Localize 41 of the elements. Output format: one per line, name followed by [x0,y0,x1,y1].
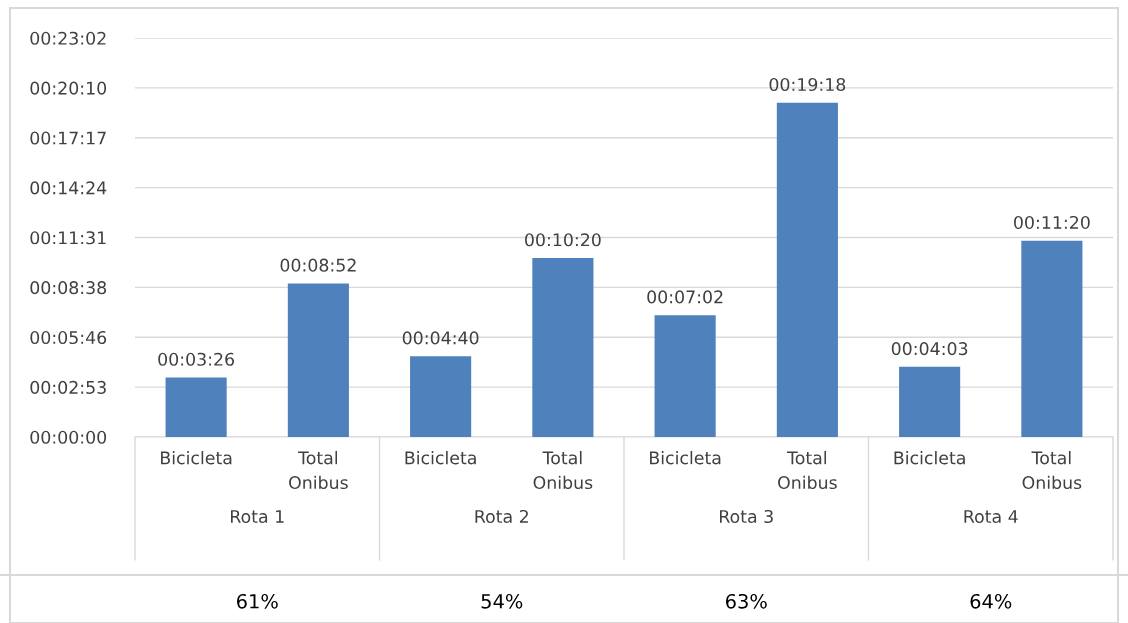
x-tick-label: Total Onibus [533,450,593,490]
text: Rota 2 [475,509,528,524]
y-tick-label: 00:17:17 [30,131,106,145]
y-tick-label: 00:23:02 [30,31,106,45]
bar [776,102,838,437]
x-tick-label: Total Onibus [1022,450,1082,490]
bar [287,283,349,437]
text: 54% [481,593,523,609]
bar [1021,240,1083,437]
bar [532,258,594,437]
y-tick-label: 00:08:38 [30,281,107,295]
y-tick-label: 00:20:10 [30,81,107,95]
x-tick-label: Bicicleta [405,450,476,465]
text: 63% [726,593,767,609]
y-tick-label: 00:02:53 [30,380,106,394]
x-tick-label: Total Onibus [778,450,837,490]
y-tick-label: 00:11:31 [30,231,106,245]
text: 61% [237,593,278,609]
text: Rota 1 [231,510,284,524]
data-label: 00:03:26 [158,352,235,366]
y-tick-label: 00:14:24 [30,181,107,195]
x-tick-label: Total Onibus [289,450,348,490]
data-label: 00:08:52 [280,258,356,272]
text: Rota 4 [964,510,1018,524]
data-label: 00:04:40 [402,331,479,345]
data-label: 00:19:18 [769,77,846,92]
x-tick-label: Bicicleta [650,450,721,465]
y-tick-label: 00:05:46 [30,330,107,345]
bar [410,356,472,437]
x-tick-label: Bicicleta [161,450,232,465]
bar [165,377,227,437]
y-tick-label: 00:00:00 [30,430,107,444]
bar [899,366,961,437]
data-label: 00:04:03 [891,342,968,356]
bar [654,315,716,437]
data-label: 00:10:20 [525,233,601,247]
data-label: 00:07:02 [647,290,723,304]
text: 64% [970,593,1012,609]
data-label: 00:11:20 [1014,215,1090,230]
x-tick-label: Bicicleta [894,450,965,465]
text: Rota 3 [720,509,773,524]
